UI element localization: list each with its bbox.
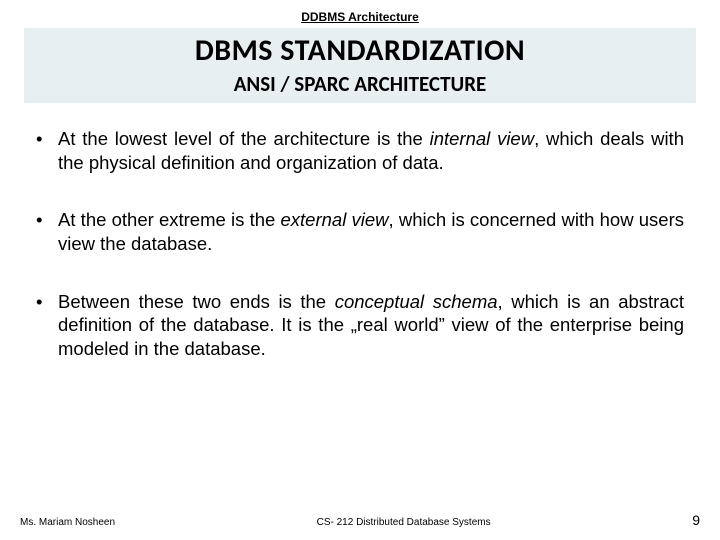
bullet-mark: • <box>36 127 58 174</box>
bullet-text: At the other extreme is the external vie… <box>58 208 684 255</box>
page-number: 9 <box>692 512 700 528</box>
bullet-pre: At the other extreme is the <box>58 209 280 230</box>
bullet-item: • At the other extreme is the external v… <box>36 208 684 255</box>
bullet-item: • At the lowest level of the architectur… <box>36 127 684 174</box>
bullet-em: internal view <box>430 128 534 149</box>
footer-author: Ms. Mariam Nosheen <box>20 517 115 528</box>
bullet-item: • Between these two ends is the conceptu… <box>36 290 684 361</box>
slide-footer: Ms. Mariam Nosheen CS- 212 Distributed D… <box>0 512 720 528</box>
bullet-pre: Between these two ends is the <box>58 291 335 312</box>
slide-header: DDBMS Architecture <box>0 0 720 24</box>
bullet-text: Between these two ends is the conceptual… <box>58 290 684 361</box>
topic-label: DDBMS Architecture <box>0 10 720 24</box>
bullet-mark: • <box>36 208 58 255</box>
bullet-text: At the lowest level of the architecture … <box>58 127 684 174</box>
content-area: • At the lowest level of the architectur… <box>0 103 720 361</box>
main-title: DBMS STANDARDIZATION <box>24 32 696 69</box>
bullet-em: external view <box>280 209 388 230</box>
subtitle: ANSI / SPARC ARCHITECTURE <box>24 71 696 97</box>
bullet-pre: At the lowest level of the architecture … <box>58 128 430 149</box>
footer-course: CS- 212 Distributed Database Systems <box>317 517 491 528</box>
bullet-mark: • <box>36 290 58 361</box>
bullet-em: conceptual schema <box>335 291 498 312</box>
title-box: DBMS STANDARDIZATION ANSI / SPARC ARCHIT… <box>24 28 696 103</box>
